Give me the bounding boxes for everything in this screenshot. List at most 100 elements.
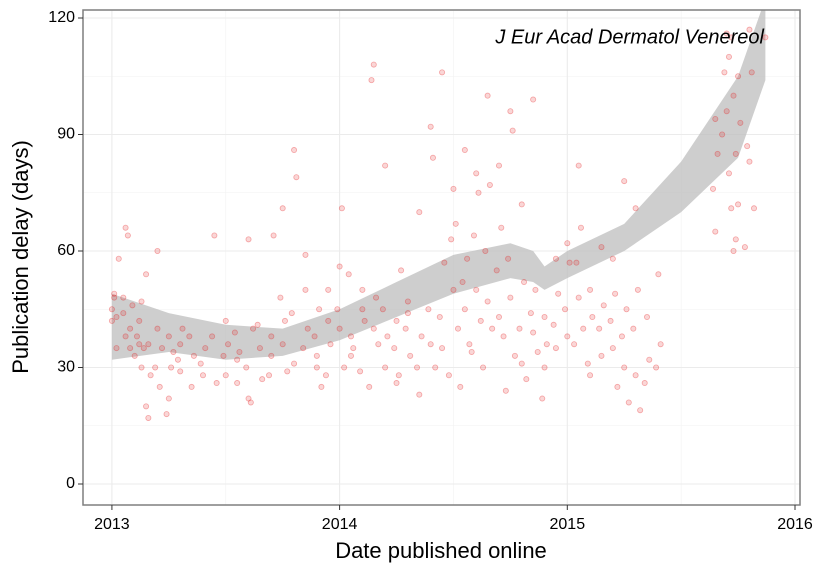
data-point	[436, 314, 443, 321]
data-point	[163, 411, 170, 418]
x-tick-label: 2016	[777, 516, 813, 533]
data-point	[231, 329, 238, 336]
data-point	[632, 205, 639, 212]
data-point	[448, 236, 455, 243]
data-point	[530, 329, 537, 336]
data-point	[190, 352, 197, 359]
data-point	[637, 407, 644, 414]
data-point	[516, 325, 523, 332]
data-point	[336, 325, 343, 332]
data-point	[341, 364, 348, 371]
data-point	[357, 368, 364, 375]
data-point	[562, 306, 569, 313]
data-point	[439, 69, 446, 76]
data-point	[445, 372, 452, 379]
data-point	[482, 247, 489, 254]
data-point	[584, 360, 591, 367]
data-point	[259, 376, 266, 383]
data-point	[284, 368, 291, 375]
data-point	[541, 364, 548, 371]
data-point	[732, 150, 739, 157]
data-point	[302, 251, 309, 258]
data-point	[379, 306, 386, 313]
data-point	[573, 259, 580, 266]
data-point	[552, 255, 559, 262]
data-point	[634, 286, 641, 293]
data-point	[523, 376, 530, 383]
data-point	[630, 325, 637, 332]
data-point	[391, 345, 398, 352]
data-point	[136, 341, 143, 348]
data-point	[143, 403, 150, 410]
data-point	[762, 34, 769, 41]
data-point	[507, 294, 514, 301]
data-point	[202, 345, 209, 352]
data-point	[165, 333, 172, 340]
data-point	[493, 267, 500, 274]
data-point	[532, 286, 539, 293]
data-point	[439, 345, 446, 352]
data-point	[461, 306, 468, 313]
data-point	[550, 321, 557, 328]
data-point	[521, 279, 528, 286]
data-point	[495, 162, 502, 169]
data-point	[111, 290, 118, 297]
data-point	[735, 201, 742, 208]
data-point	[270, 232, 277, 239]
data-point	[735, 73, 742, 80]
axes: 2013 2014 2015 2016 0 30 60 90 120	[48, 9, 813, 533]
data-point	[418, 333, 425, 340]
data-point	[511, 352, 518, 359]
data-point	[222, 317, 229, 324]
data-point	[450, 286, 457, 293]
data-point	[138, 298, 145, 305]
data-point	[527, 310, 534, 317]
data-point	[347, 333, 354, 340]
data-point	[653, 364, 660, 371]
data-point	[618, 333, 625, 340]
data-point	[728, 205, 735, 212]
data-point	[174, 356, 181, 363]
data-point	[313, 364, 320, 371]
data-point	[266, 372, 273, 379]
data-point	[188, 383, 195, 390]
data-point	[322, 372, 329, 379]
data-point	[113, 314, 120, 321]
grid	[83, 10, 800, 505]
data-point	[234, 356, 241, 363]
data-point	[746, 158, 753, 165]
data-point	[366, 383, 373, 390]
data-point	[539, 395, 546, 402]
data-point	[243, 364, 250, 371]
data-point	[498, 224, 505, 231]
data-point	[370, 325, 377, 332]
data-point	[398, 267, 405, 274]
data-point	[170, 348, 177, 355]
data-point	[140, 345, 147, 352]
plot-border	[82, 9, 801, 506]
data-point	[393, 317, 400, 324]
data-point	[473, 286, 480, 293]
data-point	[179, 325, 186, 332]
data-point	[334, 306, 341, 313]
data-point	[480, 364, 487, 371]
data-point	[256, 345, 263, 352]
y-tick-label: 0	[66, 475, 75, 492]
data-point	[127, 325, 134, 332]
data-point	[612, 290, 619, 297]
data-point	[373, 294, 380, 301]
data-point	[414, 364, 421, 371]
data-point	[486, 181, 493, 188]
data-point	[402, 325, 409, 332]
data-point	[577, 224, 584, 231]
data-point	[245, 236, 252, 243]
data-point	[600, 302, 607, 309]
data-point	[632, 372, 639, 379]
data-point	[108, 306, 115, 313]
data-point	[222, 372, 229, 379]
data-point	[543, 341, 550, 348]
data-point	[268, 333, 275, 340]
data-point	[723, 108, 730, 115]
data-point	[325, 317, 332, 324]
data-point	[728, 34, 735, 41]
